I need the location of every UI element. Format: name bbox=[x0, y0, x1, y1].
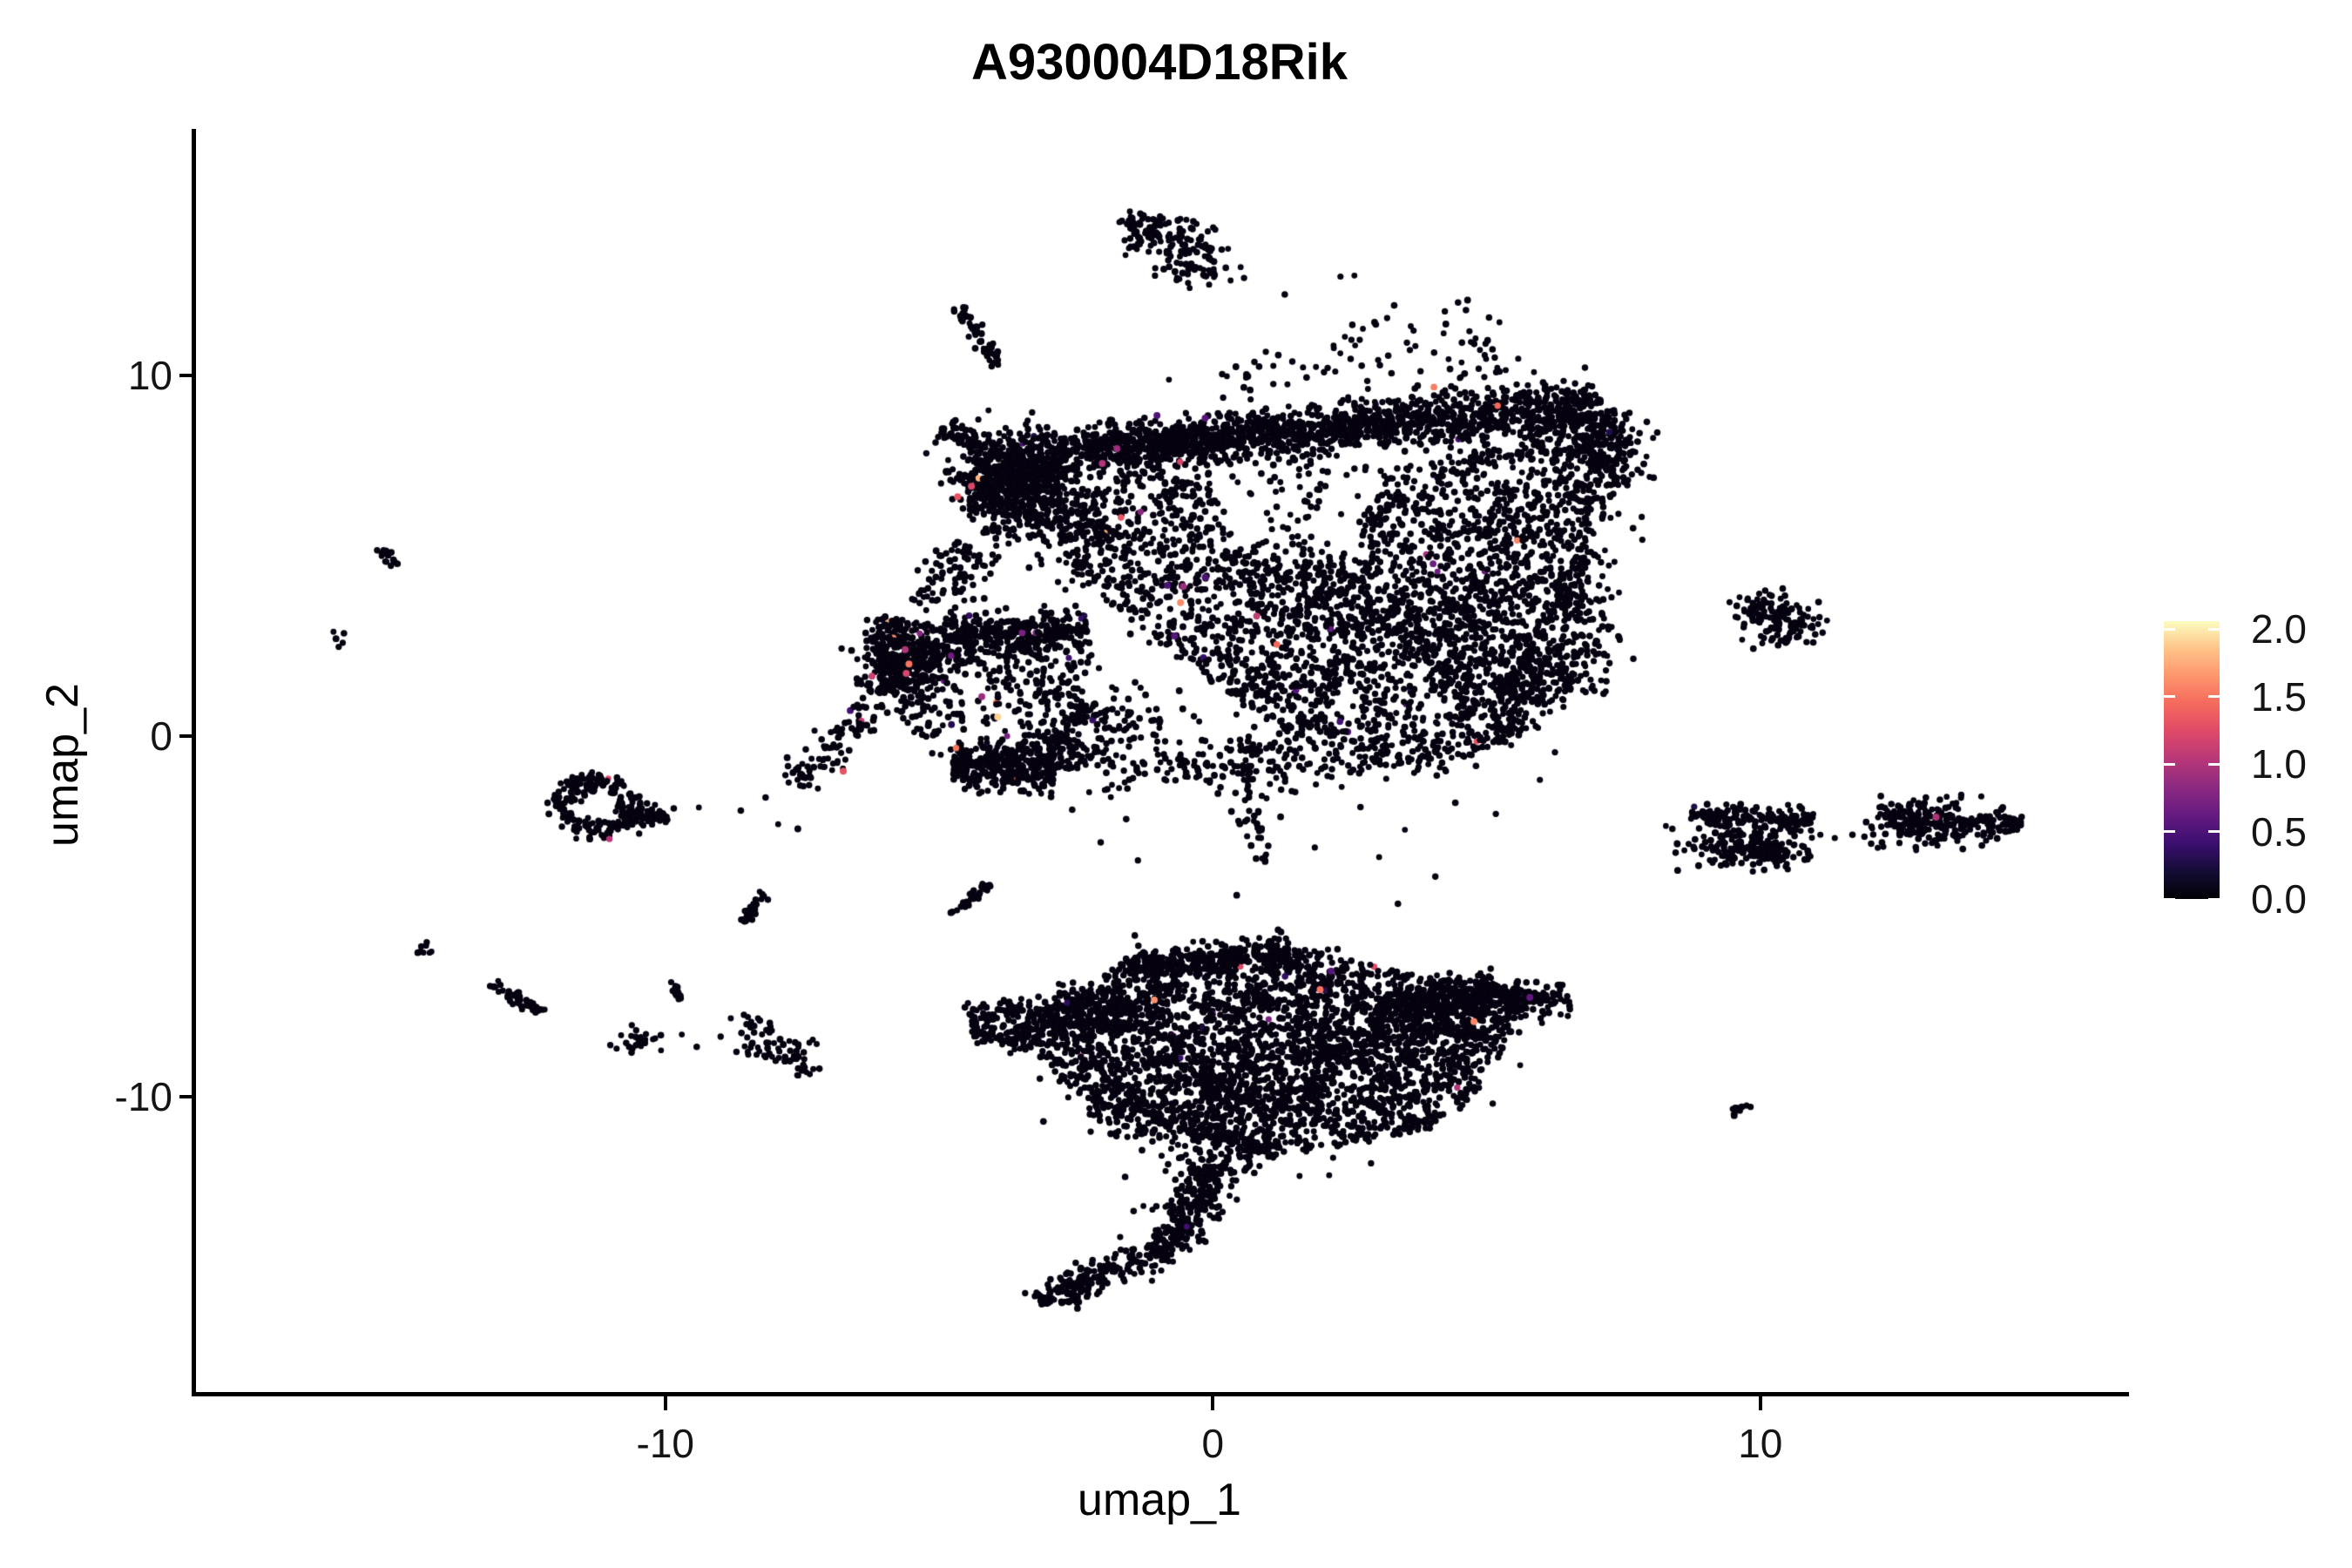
y-axis-title: umap_2 bbox=[37, 683, 88, 847]
x-tick-label: -10 bbox=[636, 1421, 694, 1466]
y-axis-line bbox=[192, 129, 196, 1396]
y-tick-mark bbox=[179, 374, 193, 378]
colorbar-tick-notch bbox=[2208, 897, 2220, 901]
colorbar-tick-notch bbox=[2208, 762, 2220, 766]
y-tick-label: 10 bbox=[127, 353, 172, 399]
x-tick-mark bbox=[663, 1396, 667, 1410]
y-tick-mark bbox=[179, 733, 193, 738]
colorbar-tick-label: 0.5 bbox=[2251, 808, 2307, 855]
plot-title: A930004D18Rik bbox=[970, 34, 1348, 91]
x-tick-label: 0 bbox=[1201, 1421, 1225, 1466]
y-tick-mark bbox=[179, 1094, 193, 1098]
colorbar-tick-notch bbox=[2164, 762, 2175, 766]
expression-colorbar bbox=[2164, 621, 2220, 899]
colorbar-tick-notch bbox=[2164, 695, 2175, 699]
colorbar-tick-notch bbox=[2164, 830, 2175, 834]
colorbar-tick-notch bbox=[2164, 897, 2175, 901]
colorbar-tick-notch bbox=[2208, 627, 2220, 631]
y-tick-label: 0 bbox=[150, 713, 172, 759]
colorbar-tick-label: 1.5 bbox=[2251, 673, 2307, 720]
colorbar-tick-notch bbox=[2164, 627, 2175, 631]
x-tick-mark bbox=[1211, 1396, 1215, 1410]
y-tick-label: -10 bbox=[114, 1073, 172, 1119]
x-tick-mark bbox=[1758, 1396, 1762, 1410]
x-axis-line bbox=[192, 1392, 2129, 1396]
x-tick-label: 10 bbox=[1738, 1421, 1783, 1466]
colorbar-tick-label: 0.0 bbox=[2251, 876, 2307, 922]
x-axis-title: umap_1 bbox=[1078, 1475, 1241, 1525]
colorbar-tick-notch bbox=[2208, 830, 2220, 834]
colorbar-tick-label: 1.0 bbox=[2251, 741, 2307, 787]
colorbar-tick-notch bbox=[2208, 695, 2220, 699]
colorbar-tick-label: 2.0 bbox=[2251, 606, 2307, 652]
